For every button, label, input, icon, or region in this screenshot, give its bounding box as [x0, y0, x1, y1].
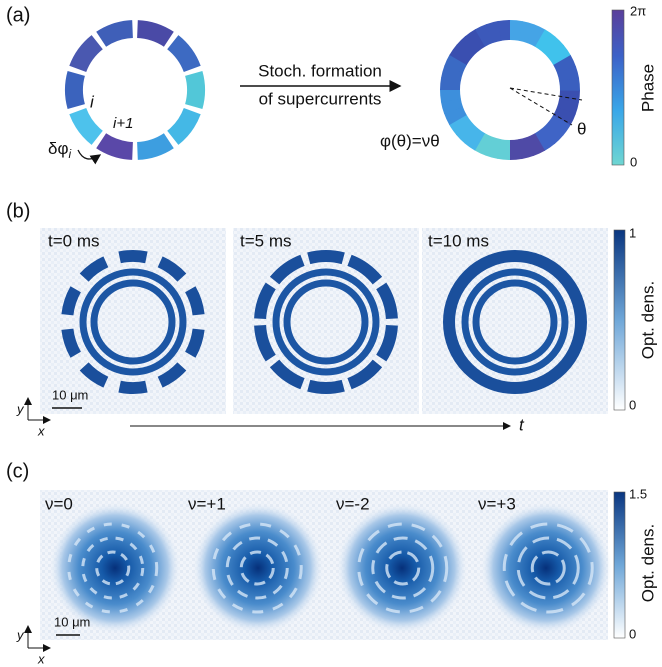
outer-ring-segment	[307, 380, 345, 394]
frame-label: t=0 ms	[48, 231, 100, 250]
colorbar-title: Opt. dens.	[638, 524, 657, 602]
winding-label: ν=-2	[336, 494, 370, 513]
ring-segment	[69, 35, 103, 72]
ring-segment	[96, 133, 133, 160]
ring-segment	[167, 35, 201, 72]
scale-label: 10 μm	[52, 387, 88, 402]
axis-label: t	[519, 415, 525, 434]
axis-label: y	[16, 627, 25, 642]
colorbar	[612, 10, 624, 165]
frame-label: t=10 ms	[428, 231, 489, 250]
ring-segment	[137, 133, 174, 160]
formula: φ(θ)=νθ	[380, 131, 440, 150]
phase-diff-sub: i	[69, 147, 72, 161]
colorbar-title: Phase	[638, 64, 657, 112]
winding-label: ν=0	[45, 494, 73, 513]
ring-segment	[69, 108, 103, 145]
scale-label: 10 μm	[54, 614, 90, 629]
phase-diff-symbol: δφ	[48, 139, 69, 158]
colorbar-label: 0	[629, 397, 636, 412]
site-label: i+1	[113, 115, 133, 132]
ring-segment	[96, 20, 133, 47]
outer-ring-segment	[118, 381, 147, 394]
cloud	[192, 502, 324, 634]
ring-segment	[167, 108, 201, 145]
angle-label: θ	[577, 119, 586, 138]
winding-label: ν=+1	[188, 494, 226, 513]
axis-label: y	[16, 401, 25, 416]
axis-label: x	[37, 423, 45, 438]
axis-label: x	[37, 651, 45, 666]
frame-label: t=5 ms	[240, 231, 292, 250]
panel-label: (b)	[6, 200, 30, 222]
figure: (a) i i+1 δφi Stoch. formation of superc…	[0, 0, 662, 667]
outer-ring-segment	[118, 250, 147, 263]
phase-diff: δφi	[48, 139, 72, 161]
colorbar-label: 1	[629, 225, 636, 240]
ring-segment	[185, 71, 205, 109]
arrow-text: Stoch. formation	[258, 61, 382, 80]
ring-segment	[65, 71, 85, 109]
colorbar-label: 0	[630, 154, 637, 169]
colorbar-label: 1.5	[629, 486, 647, 501]
panel-label: (c)	[6, 460, 29, 482]
colorbar-label: 2π	[630, 3, 646, 18]
outer-ring-segment	[307, 250, 345, 264]
colorbar	[614, 230, 625, 410]
artwork	[40, 20, 612, 640]
colorbar-label: 0	[629, 626, 636, 641]
site-label: i	[90, 92, 95, 111]
panel-label: (a)	[6, 4, 30, 26]
arrow-text: of supercurrents	[259, 89, 382, 108]
colorbar	[614, 492, 625, 638]
ring-segment	[137, 20, 174, 47]
phase-arrow	[78, 150, 100, 159]
colorbar-title: Opt. dens.	[638, 281, 657, 359]
winding-label: ν=+3	[478, 494, 516, 513]
